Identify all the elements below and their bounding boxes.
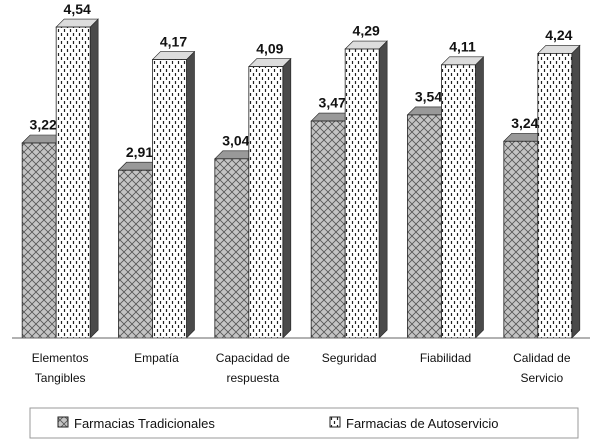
bar bbox=[441, 64, 476, 339]
bar-side bbox=[186, 50, 195, 339]
bar bbox=[344, 48, 380, 339]
bar bbox=[310, 120, 346, 339]
value-label: 4,29 bbox=[353, 23, 380, 39]
bar bbox=[55, 26, 91, 339]
legend-label: Farmacias de Autoservicio bbox=[346, 416, 499, 431]
bar-side bbox=[571, 44, 581, 339]
x-tick-label: Elementos Tangibles bbox=[31, 351, 89, 385]
value-label: 4,54 bbox=[64, 1, 91, 17]
bar bbox=[214, 158, 250, 339]
bar bbox=[152, 59, 187, 339]
value-label: 3,54 bbox=[415, 89, 442, 105]
value-label: 3,04 bbox=[222, 133, 249, 149]
value-label: 3,22 bbox=[30, 117, 57, 133]
value-label: 3,47 bbox=[319, 95, 346, 111]
x-tick-label: Fiabilidad bbox=[419, 351, 472, 365]
value-label: 4,24 bbox=[545, 27, 572, 43]
value-label: 3,24 bbox=[511, 115, 538, 131]
bar bbox=[503, 140, 539, 339]
legend-box bbox=[29, 407, 579, 439]
value-label: 4,17 bbox=[160, 33, 187, 49]
bar bbox=[537, 53, 573, 339]
x-tick-label: Calidad de Servicio bbox=[513, 351, 571, 385]
bar-side bbox=[282, 57, 292, 339]
bar bbox=[248, 66, 284, 339]
x-tick-label: Seguridad bbox=[321, 351, 377, 365]
bar bbox=[407, 114, 442, 339]
value-label: 2,91 bbox=[126, 144, 153, 160]
value-label: 4,09 bbox=[256, 40, 283, 56]
bar-side bbox=[475, 56, 484, 339]
legend-label: Farmacias Tradicionales bbox=[74, 416, 215, 431]
value-label: 4,11 bbox=[449, 39, 476, 55]
x-tick-label: Capacidad de respuesta bbox=[215, 351, 290, 385]
bar-side bbox=[378, 40, 388, 339]
bar bbox=[21, 142, 57, 339]
bar bbox=[118, 169, 153, 339]
legend-swatch bbox=[329, 416, 341, 428]
x-tick-label: Empatía bbox=[134, 351, 179, 365]
bar-side bbox=[89, 18, 99, 339]
legend-swatch bbox=[57, 416, 69, 428]
